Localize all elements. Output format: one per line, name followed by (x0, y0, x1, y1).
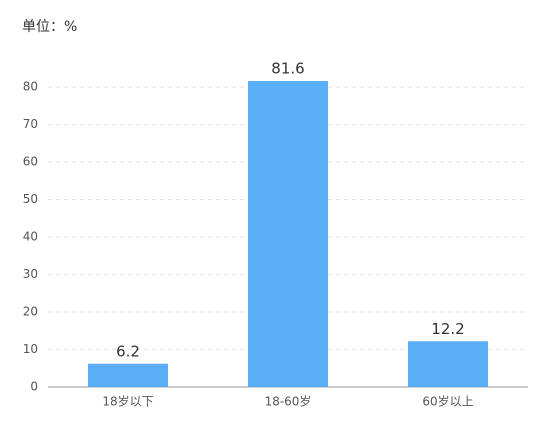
bar (248, 81, 328, 387)
y-tick-label: 0 (30, 380, 38, 394)
y-tick-label: 20 (23, 305, 38, 319)
chart-title: 单位：% (22, 19, 77, 35)
y-tick-label: 50 (23, 192, 38, 206)
x-tick-label: 18岁以下 (102, 394, 153, 409)
y-tick-label: 40 (23, 230, 38, 244)
bar (408, 341, 488, 387)
y-tick-label: 80 (23, 80, 38, 94)
value-label: 12.2 (431, 320, 464, 338)
y-tick-label: 60 (23, 155, 38, 169)
y-tick-label: 30 (23, 267, 38, 281)
y-tick-label: 70 (23, 117, 38, 131)
bar (88, 363, 168, 387)
x-tick-label: 18-60岁 (265, 394, 312, 409)
y-tick-label: 10 (23, 342, 38, 356)
x-tick-label: 60岁以上 (422, 394, 473, 409)
value-label: 6.2 (116, 342, 140, 360)
value-label: 81.6 (271, 60, 304, 78)
